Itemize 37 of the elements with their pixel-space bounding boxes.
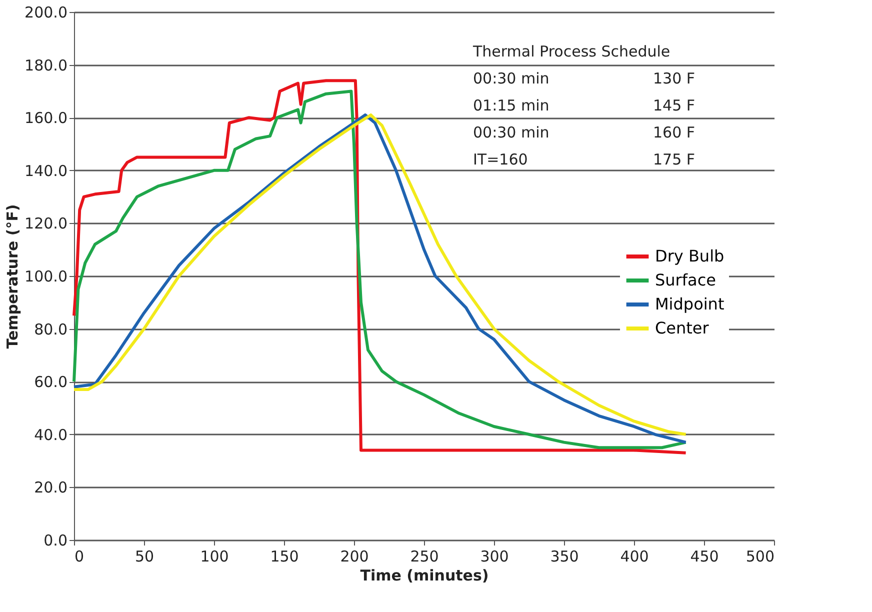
annotation: 00:30 min [473, 124, 550, 142]
y-tick-label: 200.0 [24, 4, 68, 22]
legend-label: Surface [655, 270, 716, 290]
x-tick-label: 250 [410, 548, 439, 566]
y-tick-label: 60.0 [34, 373, 68, 392]
x-tick-label: 300 [480, 548, 509, 566]
x-tick-label: 500 [746, 548, 774, 566]
y-tick-label: 120.0 [24, 214, 68, 233]
y-tick-label: 80.0 [34, 320, 68, 338]
x-tick-label: 100 [200, 548, 229, 566]
annotation: IT=160 [473, 150, 528, 169]
x-tick-label: 200 [340, 548, 369, 566]
x-tick-label: 150 [270, 548, 299, 566]
annotation: Thermal Process Schedule [472, 42, 670, 61]
y-axis-title: Temperature (°F) [4, 204, 22, 349]
annotation: 01:15 min [473, 96, 550, 115]
annotation: 160 F [653, 124, 696, 142]
legend-label: Midpoint [655, 294, 724, 314]
annotation: 00:30 min [473, 70, 550, 88]
annotation: 175 F [653, 150, 696, 169]
x-tick-label: 350 [550, 548, 579, 566]
y-tick-label: 180.0 [24, 56, 68, 74]
x-tick-label: 0 [74, 548, 84, 566]
y-tick-label: 0.0 [44, 532, 68, 550]
annotation: 145 F [653, 96, 696, 115]
x-tick-label: 50 [134, 548, 154, 566]
y-tick-label: 40.0 [34, 426, 68, 444]
annotation: 130 F [653, 70, 696, 88]
x-axis-title: Time (minutes) [360, 566, 489, 584]
x-tick-label: 400 [620, 548, 649, 566]
y-tick-label: 160.0 [24, 109, 68, 128]
legend-label: Center [655, 318, 710, 338]
legend-label: Dry Bulb [655, 246, 724, 266]
y-tick-label: 140.0 [24, 162, 68, 180]
x-tick-label: 450 [690, 548, 719, 566]
y-tick-label: 20.0 [34, 478, 68, 497]
y-tick-label: 100.0 [24, 268, 68, 286]
